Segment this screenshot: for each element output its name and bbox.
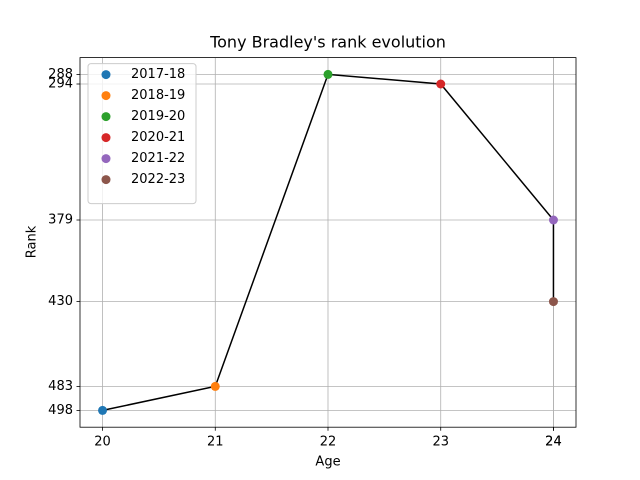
legend-label: 2017-18 — [131, 67, 185, 82]
legend-marker — [101, 70, 111, 80]
legend-box — [87, 63, 197, 205]
point — [436, 79, 446, 89]
legend-marker — [101, 112, 111, 122]
legend-marker — [101, 133, 111, 143]
y-tick-label: 483 — [48, 379, 73, 394]
y-tick-label: 379 — [48, 213, 73, 228]
x-axis-label: Age — [315, 455, 340, 470]
plot-frame — [79, 57, 577, 428]
point — [548, 215, 558, 225]
legend-marker — [101, 91, 111, 101]
x-tick-label: 22 — [320, 435, 337, 450]
x-tick-label: 24 — [545, 435, 562, 450]
chart-title: Tony Bradley's rank evolution — [209, 33, 446, 52]
x-tick-label: 24 — [545, 435, 562, 450]
legend-label: 2022-23 — [131, 172, 185, 187]
y-axis-label: Rank — [25, 225, 40, 258]
point — [98, 405, 108, 415]
y-tick-label: 498 — [48, 403, 73, 418]
legend-label: 2018-19 — [131, 88, 185, 103]
point — [210, 381, 220, 391]
legend-label: 2019-20 — [131, 109, 185, 124]
y-tick-label: 430 — [48, 294, 73, 309]
y-tick-label: 294 — [48, 77, 73, 92]
x-tick-label: 21 — [207, 435, 224, 450]
x-tick-label: 20 — [94, 435, 111, 450]
legend-marker — [101, 154, 111, 164]
point — [323, 69, 333, 79]
line — [102, 73, 555, 412]
x-tick-label: 23 — [432, 435, 449, 450]
y-tick-label: 288 — [48, 67, 73, 82]
legend-label: 2021-22 — [131, 151, 185, 166]
point — [548, 297, 558, 307]
legend-marker — [101, 175, 111, 185]
legend-label: 2020-21 — [131, 130, 185, 145]
